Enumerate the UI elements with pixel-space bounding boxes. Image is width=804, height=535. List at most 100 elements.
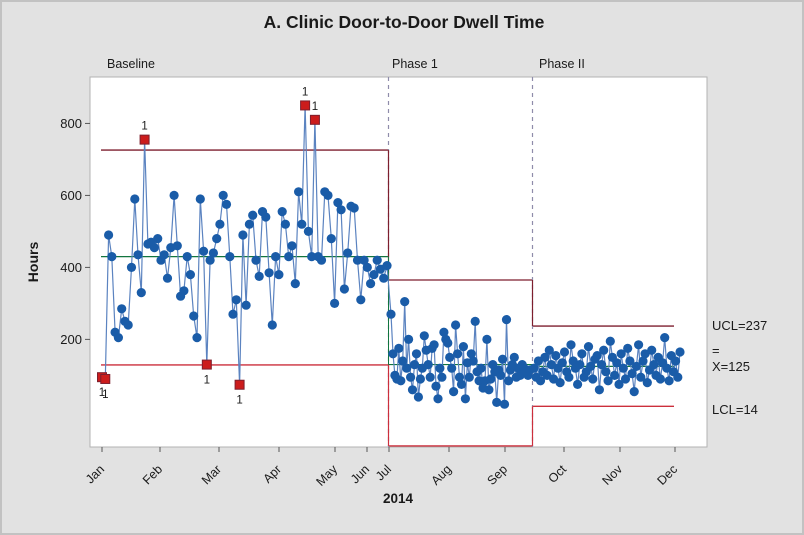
y-tick-label: 800 xyxy=(60,116,82,131)
data-point xyxy=(231,295,241,305)
data-point xyxy=(449,387,459,397)
limit-annotation: = xyxy=(712,343,720,358)
special-cause-label: 1 xyxy=(236,395,242,407)
data-point xyxy=(603,376,613,386)
data-point xyxy=(592,351,602,361)
plot-area xyxy=(89,76,708,448)
data-point xyxy=(280,219,290,229)
data-point xyxy=(616,349,626,359)
data-point xyxy=(238,230,248,240)
data-point xyxy=(362,262,372,272)
data-point xyxy=(647,345,657,355)
special-cause-point xyxy=(100,373,111,384)
y-tick-label: 200 xyxy=(60,332,82,347)
page-title: A. Clinic Door-to-Door Dwell Time xyxy=(264,12,545,32)
limit-annotation: LCL=14 xyxy=(712,402,758,417)
limit-annotation: UCL=237 xyxy=(712,318,767,333)
data-point xyxy=(179,286,189,296)
data-point xyxy=(159,250,169,260)
data-point xyxy=(303,226,313,236)
data-point xyxy=(638,356,648,366)
data-point xyxy=(439,327,449,337)
data-point xyxy=(535,376,546,386)
data-point xyxy=(343,248,353,258)
data-point xyxy=(423,360,433,370)
data-point xyxy=(411,349,422,359)
data-point xyxy=(409,360,420,370)
x-tick-label: Jul xyxy=(373,462,394,483)
data-point xyxy=(627,369,637,379)
data-point xyxy=(307,252,317,262)
data-point xyxy=(557,358,567,368)
data-point xyxy=(601,367,611,377)
data-point xyxy=(199,246,209,256)
x-tick-label: Apr xyxy=(260,462,284,486)
data-point xyxy=(575,360,585,370)
data-point xyxy=(503,376,514,386)
data-point xyxy=(162,273,173,283)
data-point xyxy=(629,387,639,397)
data-point xyxy=(228,309,238,319)
data-point xyxy=(586,361,596,371)
special-cause-point xyxy=(309,114,320,125)
data-point xyxy=(205,255,215,265)
data-point xyxy=(215,219,225,229)
data-point xyxy=(218,190,228,200)
data-point xyxy=(316,255,327,265)
data-point xyxy=(349,203,359,213)
data-point xyxy=(333,198,343,208)
data-point xyxy=(330,298,340,308)
data-point xyxy=(599,345,609,355)
data-point xyxy=(251,255,261,265)
data-point xyxy=(326,234,336,244)
data-point xyxy=(287,241,297,251)
data-point xyxy=(445,352,455,362)
data-point xyxy=(277,207,287,217)
phase-label: Phase 1 xyxy=(392,57,438,71)
data-point xyxy=(366,279,376,289)
data-point xyxy=(398,356,408,366)
data-point xyxy=(642,378,652,388)
x-tick-label: Nov xyxy=(599,462,625,488)
data-point xyxy=(664,376,674,386)
data-point xyxy=(620,374,631,384)
data-point xyxy=(614,379,624,389)
special-cause-point xyxy=(234,379,245,390)
data-point xyxy=(675,347,685,357)
data-point xyxy=(413,392,423,402)
data-point xyxy=(660,333,670,343)
data-point xyxy=(437,372,447,382)
special-cause-label: 1 xyxy=(312,101,318,113)
data-point xyxy=(577,349,587,359)
data-point xyxy=(136,288,146,298)
data-point xyxy=(225,252,235,262)
data-point xyxy=(419,331,429,341)
data-point xyxy=(267,320,277,330)
data-point xyxy=(468,356,478,366)
data-point xyxy=(185,270,195,280)
data-point xyxy=(464,372,474,382)
data-point xyxy=(425,372,435,382)
data-point xyxy=(453,349,463,359)
data-point xyxy=(555,378,565,388)
data-point xyxy=(359,255,369,265)
data-point xyxy=(415,374,425,384)
data-point xyxy=(435,363,445,373)
data-point xyxy=(482,334,492,344)
data-point xyxy=(671,356,681,366)
special-cause-label: 1 xyxy=(99,387,105,399)
x-tick-label: Sep xyxy=(484,462,510,488)
data-point xyxy=(540,352,550,362)
data-point xyxy=(274,270,284,280)
data-point xyxy=(264,268,274,278)
data-point xyxy=(466,349,476,359)
data-point xyxy=(484,385,494,395)
data-point xyxy=(605,336,615,346)
data-point xyxy=(458,342,468,352)
data-point xyxy=(551,351,561,361)
data-point xyxy=(336,205,346,215)
data-point xyxy=(404,334,414,344)
data-point xyxy=(386,309,396,319)
data-point xyxy=(339,284,349,294)
